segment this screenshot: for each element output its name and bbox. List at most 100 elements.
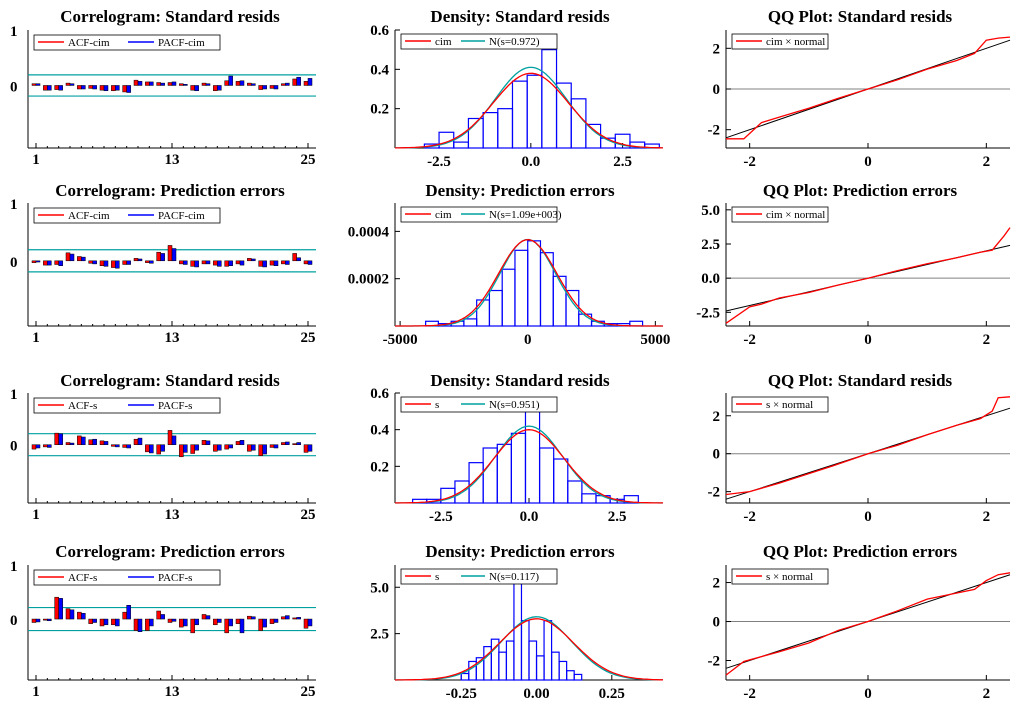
- bar-pacf: [58, 433, 63, 445]
- bar-pacf: [273, 260, 279, 266]
- bar-acf: [43, 260, 48, 266]
- y-tick-label: 0: [713, 82, 721, 98]
- histogram-bar: [501, 268, 516, 327]
- y-tick-label: 1: [10, 387, 18, 403]
- bar-acf: [224, 80, 229, 86]
- bar-acf: [213, 260, 218, 266]
- bar-pacf: [160, 253, 165, 262]
- legend-box: [731, 568, 829, 585]
- bar-pacf: [160, 82, 165, 86]
- bar-acf: [54, 596, 59, 620]
- bar-pacf: [47, 618, 52, 622]
- bar-pacf: [103, 441, 109, 445]
- bar-pacf: [251, 258, 256, 262]
- bar-pacf: [296, 442, 301, 445]
- bar-pacf: [81, 256, 86, 262]
- bar-acf: [190, 444, 195, 454]
- y-tick-label: 2: [713, 41, 721, 57]
- bar-pacf: [239, 80, 245, 86]
- chart-title: Density: Prediction errors: [425, 181, 615, 200]
- x-tick-label: 25: [301, 152, 316, 168]
- bar-acf: [213, 85, 218, 92]
- bar-pacf: [35, 260, 41, 263]
- bar-acf: [65, 252, 71, 262]
- bar-acf: [133, 79, 139, 86]
- bar-acf: [190, 85, 195, 91]
- bar-acf: [303, 260, 309, 265]
- bar-pacf: [81, 613, 86, 620]
- bar-pacf: [228, 75, 233, 86]
- bar-pacf: [126, 260, 131, 265]
- bar-pacf: [194, 85, 199, 92]
- histogram-bar: [468, 462, 484, 504]
- y-tick-label: 1: [10, 197, 18, 213]
- bar-acf: [281, 260, 286, 265]
- legend-box: [731, 396, 829, 413]
- histogram-bar: [570, 98, 587, 149]
- y-tick-label: 0: [10, 255, 18, 271]
- histogram-bar: [463, 318, 478, 327]
- chart-panel-2: Density: Standard resids 0.6 0.4 0.2 -2.5 0.0…: [370, 7, 664, 170]
- histogram-bar: [566, 670, 575, 681]
- y-tick-label: 0.6: [370, 23, 389, 39]
- x-tick-label: -2: [743, 332, 756, 348]
- chart-title: Density: Prediction errors: [425, 542, 615, 561]
- x-tick-label: -2: [743, 154, 756, 170]
- density-curve: [394, 618, 663, 681]
- bar-acf: [292, 617, 297, 620]
- x-tick-label: 0: [864, 509, 872, 525]
- bar-acf: [201, 440, 207, 445]
- bar-acf: [31, 618, 37, 623]
- chart-title: Density: Standard resids: [430, 7, 610, 26]
- y-tick-label: 2: [713, 409, 721, 425]
- y-tick-label: 5.0: [370, 580, 389, 596]
- chart-title: Correlogram: Prediction errors: [55, 181, 285, 200]
- bar-pacf: [228, 618, 233, 627]
- bar-acf: [167, 82, 173, 86]
- bar-pacf: [81, 85, 86, 90]
- bar-acf: [292, 78, 297, 86]
- bar-acf: [258, 444, 263, 456]
- bar-acf: [179, 83, 184, 86]
- bar-pacf: [69, 83, 75, 86]
- bar-pacf: [115, 85, 120, 91]
- bar-pacf: [47, 444, 52, 448]
- bar-acf: [111, 618, 116, 626]
- y-tick-label: 0: [713, 447, 721, 463]
- bar-pacf: [273, 618, 279, 623]
- legend-label-acf: ACF-cim: [68, 210, 110, 222]
- bar-acf: [213, 444, 218, 452]
- bar-pacf: [217, 444, 222, 451]
- x-tick-label: 0.25: [599, 686, 625, 702]
- bar-acf: [145, 444, 150, 453]
- y-tick-label: 2.5: [701, 237, 720, 253]
- bar-pacf: [205, 440, 211, 445]
- bar-pacf: [115, 444, 120, 448]
- bar-pacf: [103, 260, 109, 267]
- histogram-bar: [514, 249, 529, 327]
- bar-pacf: [171, 81, 177, 86]
- bar-acf: [77, 85, 82, 90]
- bar-acf: [43, 444, 48, 448]
- bar-acf: [281, 616, 286, 620]
- bar-acf: [235, 441, 241, 445]
- bar-pacf: [69, 609, 75, 620]
- bar-pacf: [160, 614, 165, 620]
- bar-acf: [213, 618, 218, 626]
- x-tick-label: 0.0: [520, 509, 539, 525]
- legend-box: [731, 206, 829, 223]
- legend: cim × normal: [731, 206, 829, 223]
- x-tick-label: 2: [983, 509, 991, 525]
- chart-panel-8: Density: Standard resids 0.6 0.4 0.2 -2.5 0.0…: [370, 371, 663, 525]
- bar-acf: [122, 611, 127, 620]
- bar-acf: [247, 82, 252, 86]
- bar-pacf: [262, 85, 267, 90]
- bar-pacf: [103, 85, 109, 92]
- bar-pacf: [273, 444, 279, 449]
- chart-panel-5: Density: Prediction errors 0.0004 0.0002 -5…: [348, 181, 671, 348]
- bar-acf: [167, 430, 173, 445]
- legend: ACF-cim PACF-cim: [33, 207, 221, 224]
- bar-acf: [31, 83, 37, 86]
- histogram-bar: [565, 289, 580, 327]
